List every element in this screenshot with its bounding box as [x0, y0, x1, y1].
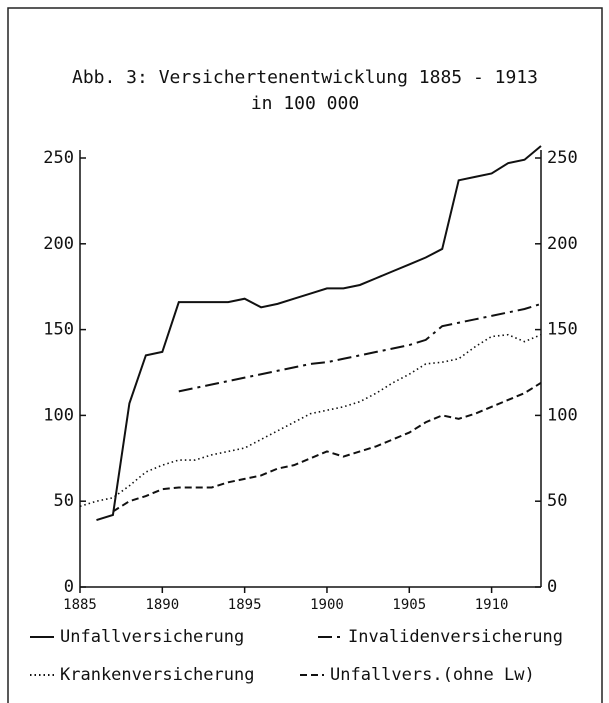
- x-tick-label: 1900: [310, 597, 344, 613]
- legend-label: Unfallvers.(ohne Lw): [330, 665, 535, 685]
- y2-tick-label: 50: [547, 491, 567, 511]
- x-tick-label: 1890: [145, 597, 179, 613]
- series-line: [178, 302, 542, 393]
- y-tick-label: 150: [43, 320, 74, 340]
- y-tick-label: 200: [43, 234, 74, 254]
- legend-label: Invalidenversicherung: [348, 627, 563, 647]
- y2-tick-label: 150: [547, 320, 578, 340]
- x-tick-label: 1910: [475, 597, 509, 613]
- x-tick-label: 1895: [228, 597, 262, 613]
- y-tick-label: 0: [64, 577, 74, 597]
- y2-tick-label: 0: [547, 577, 557, 597]
- x-tick-label: 1885: [63, 597, 97, 613]
- chart-subtitle: in 100 000: [251, 93, 359, 114]
- x-tick-label: 1905: [392, 597, 426, 613]
- y-tick-label: 100: [43, 405, 74, 425]
- chart-title: Abb. 3: Versichertenentwicklung 1885 - 1…: [72, 67, 538, 88]
- series-line: [112, 381, 542, 513]
- y-tick-label: 50: [54, 491, 74, 511]
- y-tick-label: 250: [43, 148, 74, 168]
- frame: [7, 7, 603, 703]
- y2-tick-label: 250: [547, 148, 578, 168]
- legend-label: Krankenversicherung: [60, 665, 254, 685]
- series-line: [96, 145, 542, 522]
- series-line: [79, 333, 542, 508]
- y2-tick-label: 100: [547, 405, 578, 425]
- y2-tick-label: 200: [547, 234, 578, 254]
- legend-label: Unfallversicherung: [60, 627, 244, 647]
